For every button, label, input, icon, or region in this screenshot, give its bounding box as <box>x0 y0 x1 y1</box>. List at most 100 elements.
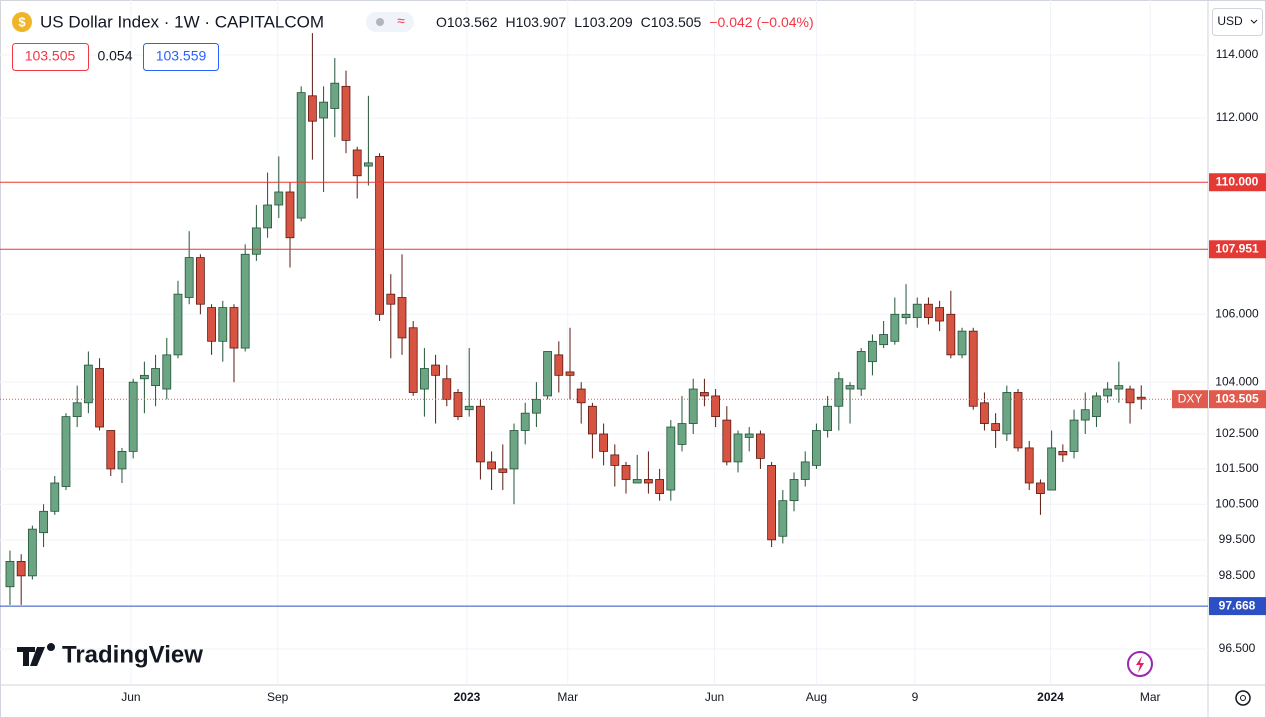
candle-body <box>1047 447 1057 491</box>
candle-body <box>341 85 351 141</box>
level-box <box>1209 173 1266 192</box>
candle-body <box>543 351 553 397</box>
level-label: 110.000 <box>1216 174 1259 188</box>
candle-body <box>991 423 1001 431</box>
grid <box>0 0 1208 685</box>
x-tick-label: Mar <box>1140 690 1161 704</box>
symbol-icon <box>12 12 32 32</box>
candle-body <box>655 479 665 494</box>
x-tick-label: Aug <box>806 690 827 704</box>
candle-body <box>968 330 978 407</box>
lightning-icon[interactable] <box>1127 651 1153 677</box>
candle-body <box>565 371 575 376</box>
x-tick-label: Jun <box>121 690 140 704</box>
candle-body <box>195 257 205 305</box>
candle-body <box>632 479 642 484</box>
candle-body <box>330 82 340 109</box>
x-tick-label: 2023 <box>454 690 481 704</box>
x-tick-label: Mar <box>557 690 578 704</box>
y-tick-label: 102.500 <box>1215 426 1259 440</box>
candle-body <box>263 204 272 229</box>
candle-body <box>128 381 138 452</box>
candle-body <box>50 482 60 512</box>
candle-body <box>296 92 306 219</box>
ask-box[interactable] <box>143 43 219 71</box>
candle-body <box>173 293 183 356</box>
candle-body <box>890 313 900 342</box>
candle-body <box>812 430 821 466</box>
candle-body <box>240 253 250 349</box>
candle-body <box>845 385 855 390</box>
candle-body <box>498 468 508 473</box>
candle-body <box>778 500 788 537</box>
logo-mark <box>17 643 55 666</box>
candle-body <box>856 351 866 390</box>
candle-body <box>800 461 810 480</box>
candle-body <box>722 419 732 463</box>
level-box <box>1209 240 1266 259</box>
y-tick-label: 98.500 <box>1219 568 1256 582</box>
candle-body <box>95 368 104 428</box>
symbol-icon-glyph: $ <box>18 14 26 29</box>
level-box <box>1209 597 1266 616</box>
candle-body <box>375 156 384 315</box>
level-label: 97.668 <box>1219 598 1256 612</box>
x-tick-label: Jun <box>705 690 724 704</box>
candle-body <box>139 374 149 380</box>
ohlc: O103.562 H103.907 L103.209 C103.505 −0.042 (… <box>436 14 814 30</box>
y-tick-label: 100.500 <box>1215 496 1259 510</box>
bid-box[interactable] <box>12 43 89 71</box>
candle-body <box>1136 396 1146 400</box>
candle-body <box>621 465 631 480</box>
candle-body <box>767 465 777 541</box>
candle-body <box>588 405 597 435</box>
compare-pill[interactable] <box>366 12 414 32</box>
candle-body <box>285 191 295 239</box>
y-tick-label: 99.500 <box>1219 532 1256 546</box>
candle-body <box>700 392 709 397</box>
candle-body <box>677 423 687 445</box>
lightning-glyph <box>1136 656 1144 673</box>
y-tick-label: 106.000 <box>1215 306 1259 320</box>
candle-body <box>1036 482 1045 494</box>
candle-body <box>207 307 216 342</box>
currency-box[interactable] <box>1212 8 1263 36</box>
y-tick-label: 101.500 <box>1215 461 1259 475</box>
currency-caret <box>1250 19 1258 24</box>
y-tick-label: 104.000 <box>1215 374 1259 388</box>
candle-body <box>509 430 519 470</box>
candle-body <box>711 395 721 418</box>
candle-body <box>1103 388 1113 397</box>
candle-body <box>184 257 194 298</box>
candle-body <box>61 416 71 487</box>
candle-body <box>117 451 127 470</box>
candle-body <box>868 340 877 363</box>
last-name: DXY <box>1178 391 1203 405</box>
candle-body <box>162 354 172 390</box>
candle-body <box>106 430 116 470</box>
candle-body <box>610 454 620 466</box>
y-tick-label: 96.500 <box>1219 641 1256 655</box>
symbol-title: US Dollar Index · 1W · CAPITALCOM <box>40 12 324 31</box>
bid: 103.505 <box>25 48 76 64</box>
candle-body <box>744 433 754 438</box>
pill-dot <box>376 18 384 26</box>
candle-body <box>431 364 440 376</box>
ohlc-item: H103.907 <box>506 14 567 30</box>
candle-body <box>1024 447 1034 484</box>
candle-body <box>834 378 844 407</box>
candle-body <box>251 227 261 255</box>
x-tick-label: 2024 <box>1037 690 1064 704</box>
candle-body <box>307 95 317 122</box>
candle-body <box>756 433 765 459</box>
candle-body <box>408 327 418 393</box>
settings-icon[interactable] <box>1235 690 1251 706</box>
candle-body <box>419 368 429 390</box>
candle-body <box>1002 392 1012 435</box>
candle-body <box>666 426 676 491</box>
candle-body <box>487 461 497 470</box>
candle-body <box>554 354 564 376</box>
candle-body <box>363 162 373 167</box>
candle-body <box>39 510 48 534</box>
